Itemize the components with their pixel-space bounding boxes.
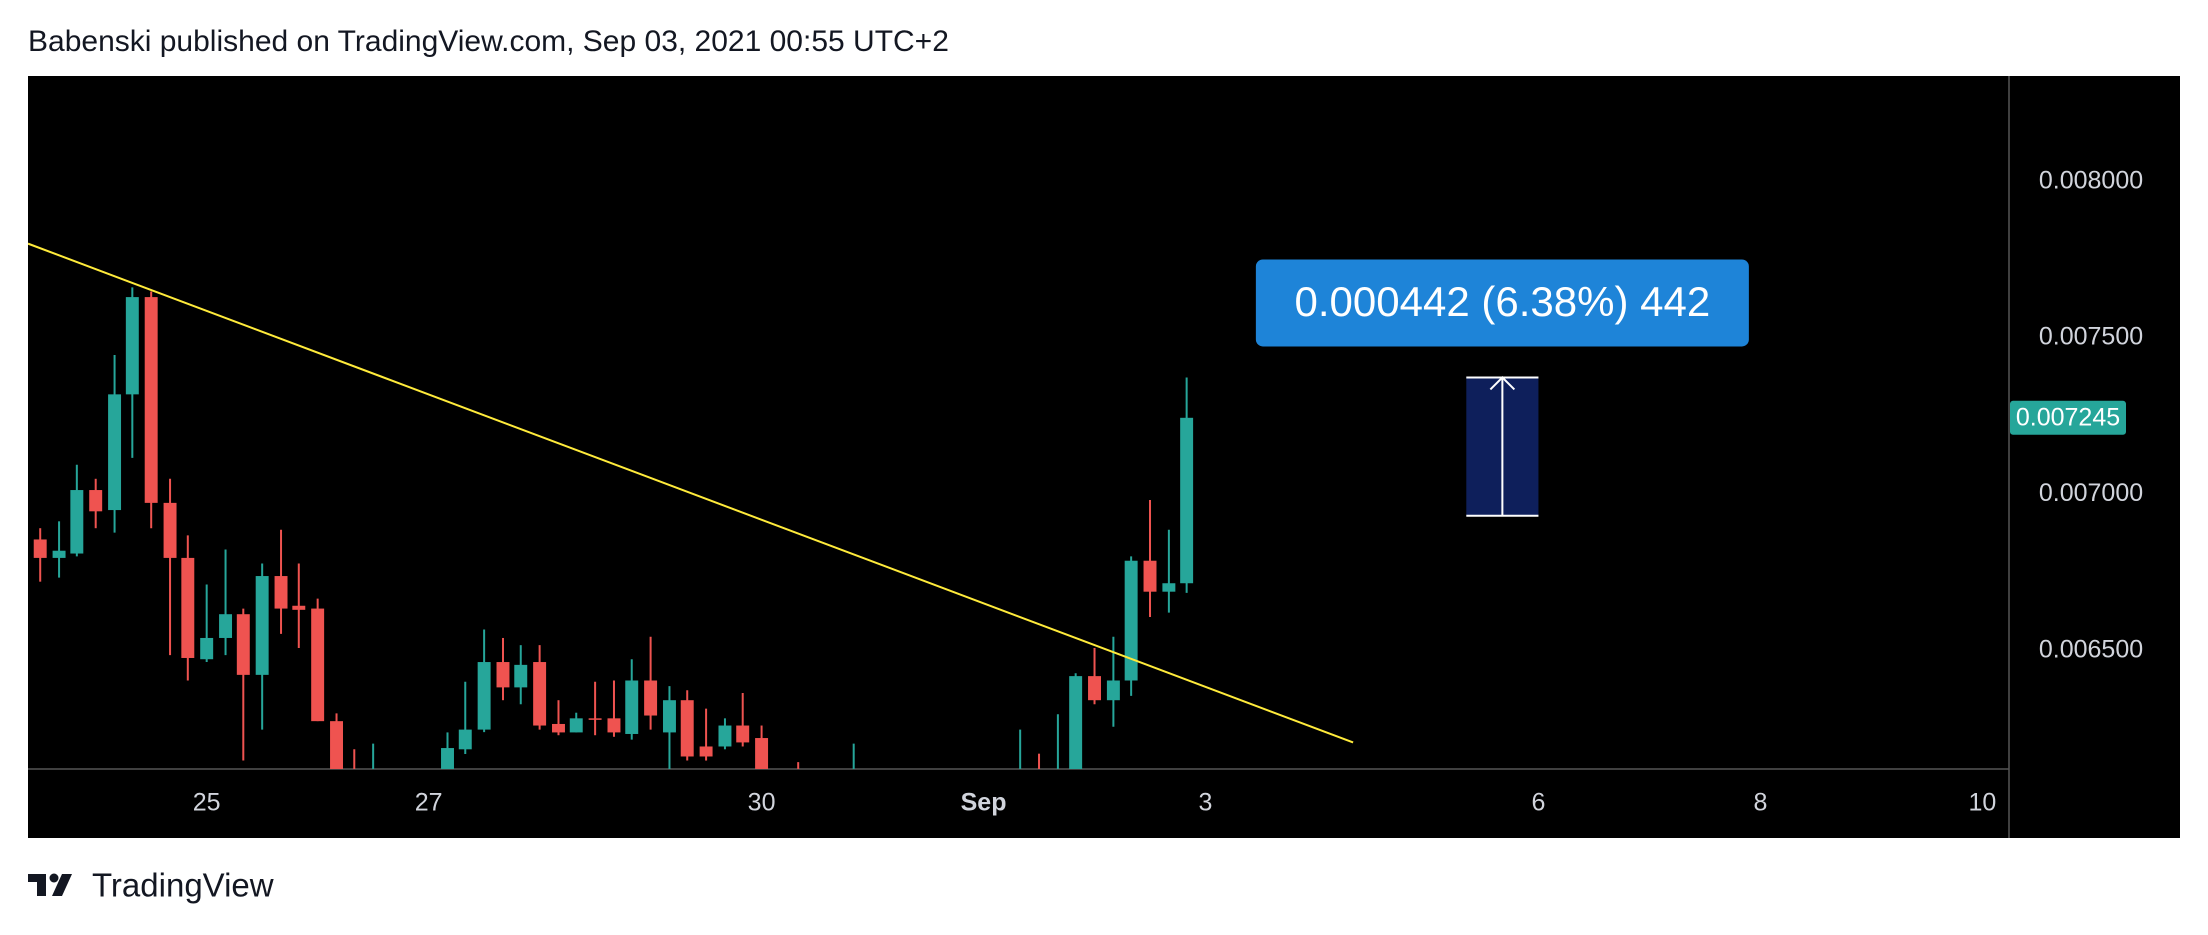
candle-body (552, 723, 565, 733)
candle-body (1162, 583, 1176, 592)
candle-body (144, 297, 158, 503)
y-tick-label: 0.006500 (2039, 635, 2143, 663)
last-price-label: 0.007245 (2016, 403, 2120, 431)
x-tick-label: 6 (1531, 789, 1545, 817)
candle-body (699, 746, 713, 757)
candle-body (181, 557, 195, 658)
candle-body (125, 297, 139, 395)
x-tick-label: 27 (415, 789, 443, 817)
measure-label: 0.000442 (6.38%) 442 (1295, 278, 1711, 325)
candle-body (569, 718, 583, 733)
candle-body (1088, 676, 1101, 701)
candle-body (533, 662, 547, 726)
plot (28, 242, 1539, 769)
candle-body (255, 576, 269, 675)
trendline (28, 242, 1354, 744)
x-tick-label: 30 (748, 789, 776, 817)
candle-body (1069, 676, 1083, 769)
candle-body (496, 662, 510, 688)
y-tick-label: 0.007500 (2039, 323, 2143, 351)
candle-body (236, 614, 250, 675)
x-tick-label: 10 (1968, 789, 1996, 817)
y-tick-label: 0.007000 (2039, 479, 2143, 507)
candle-body (163, 502, 177, 558)
candle-body (607, 718, 621, 733)
candle-body (219, 614, 233, 638)
measure-label-box (1255, 259, 1749, 347)
candle-body (1124, 560, 1138, 681)
y-tick-label: 0.008000 (2039, 166, 2143, 194)
candle-body (52, 550, 66, 558)
candle-body (477, 662, 491, 730)
chart-background (28, 76, 2180, 838)
last-price-box (2010, 400, 2126, 435)
candle-body (1143, 560, 1157, 592)
candle-body (108, 394, 122, 511)
candle-body (644, 680, 658, 716)
candle-body (458, 729, 472, 750)
candle-body (718, 725, 732, 747)
x-tick-label: 3 (1199, 789, 1213, 817)
candle-body (1106, 680, 1120, 701)
candle-body (625, 680, 639, 734)
candle-body (89, 490, 103, 512)
candle-body (680, 700, 694, 757)
candle-body (755, 738, 769, 769)
x-tick-label: 8 (1753, 789, 1767, 817)
candle-body (736, 725, 750, 743)
candle-body (274, 576, 288, 609)
candle-body (200, 637, 214, 660)
brand: TradingView (92, 867, 274, 904)
candle-body (588, 718, 602, 720)
candle-body (1180, 417, 1194, 584)
candle-body (311, 608, 325, 722)
logo (28, 873, 72, 896)
x-tick-label: 25 (193, 789, 221, 817)
candle-body (441, 748, 454, 769)
candle-body (662, 700, 676, 733)
x-tick-label: Sep (961, 789, 1007, 817)
measure-arrowhead (1489, 376, 1516, 391)
candle-body (70, 490, 84, 554)
candle-body (330, 721, 343, 769)
header: Babenski published on TradingView.com, S… (28, 25, 949, 58)
candle-body (292, 605, 306, 610)
candle-body (514, 664, 528, 688)
candle-body (33, 539, 47, 558)
